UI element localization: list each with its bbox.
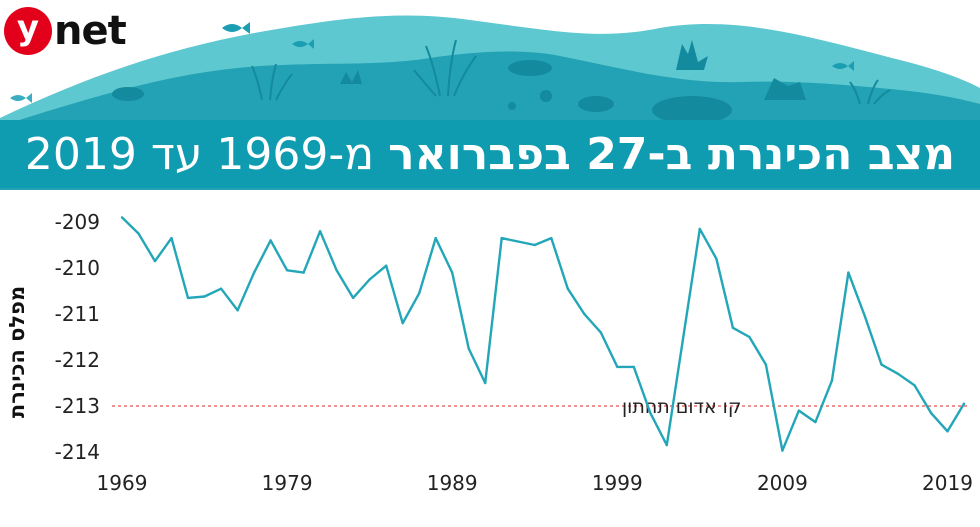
series-line (121, 216, 966, 452)
x-tick-label: 2009 (757, 471, 808, 495)
data-point (566, 287, 569, 290)
data-point (797, 409, 801, 412)
data-point (929, 411, 933, 415)
data-point (484, 381, 487, 385)
data-point (665, 443, 668, 447)
data-point (731, 326, 735, 329)
data-point (120, 216, 124, 219)
data-point (649, 411, 652, 415)
fish-icon (10, 22, 854, 103)
data-point (583, 312, 586, 316)
data-point (913, 384, 916, 387)
data-point (616, 365, 619, 369)
x-axis-ticks: 1969 1979 1989 1999 2009 2019 (97, 471, 973, 495)
data-point (946, 430, 949, 433)
data-point (748, 335, 751, 339)
y-tick-label: -213 (55, 394, 100, 418)
data-points (120, 216, 966, 452)
data-point (186, 296, 190, 300)
data-point (385, 264, 388, 267)
y-tick-label: -212 (55, 348, 100, 372)
data-point (550, 236, 553, 240)
data-point (368, 278, 371, 281)
data-point (599, 331, 602, 334)
chart-title-bold: מצב הכינרת ב-27 בפברואר (388, 128, 956, 180)
red-line-label: קו אדום תחתון (622, 396, 741, 418)
data-point (252, 271, 256, 274)
seaweed-icon (251, 39, 891, 105)
x-tick-label: 1989 (427, 471, 478, 495)
data-point (962, 402, 966, 405)
x-tick-label: 1979 (262, 471, 313, 495)
data-point (880, 363, 883, 366)
y-tick-label: -214 (55, 440, 100, 464)
y-tick-label: -209 (55, 210, 100, 234)
data-point (302, 271, 305, 274)
data-point (434, 236, 437, 240)
data-point (764, 363, 768, 366)
ynet-logo[interactable]: y net (4, 4, 127, 58)
logo-word: net (54, 8, 127, 54)
data-point (533, 243, 536, 247)
y-tick-label: -210 (55, 256, 100, 280)
logo-badge: y (4, 7, 52, 55)
data-point (467, 347, 470, 350)
data-point (698, 227, 701, 231)
y-axis-label: מפלס הכינרת (5, 286, 29, 418)
data-point (219, 287, 223, 290)
data-point (500, 236, 503, 240)
data-point (203, 295, 206, 298)
data-point (863, 315, 867, 318)
data-point (236, 309, 239, 312)
data-point (318, 230, 322, 233)
y-axis-ticks: -209 -210 -211 -212 -213 -214 (55, 210, 100, 464)
rock-icon (112, 40, 806, 124)
data-point (170, 236, 173, 240)
data-point (137, 232, 140, 235)
data-point (830, 379, 834, 382)
data-point (285, 269, 289, 272)
chart-title-light: מ-1969 עד 2019 (24, 128, 375, 180)
data-point (418, 292, 421, 295)
data-point (896, 372, 900, 375)
x-tick-label: 2019 (922, 471, 973, 495)
data-point (269, 239, 272, 242)
data-point (401, 322, 404, 325)
x-tick-label: 1999 (592, 471, 643, 495)
line-chart: מפלס הכינרת -209 -210 -211 -212 -213 -214 196… (5, 210, 973, 495)
data-point (847, 271, 850, 274)
x-tick-label: 1969 (97, 471, 148, 495)
data-point (153, 259, 157, 263)
data-point (814, 420, 817, 424)
data-point (335, 269, 338, 272)
data-point (781, 449, 784, 452)
data-point (351, 296, 355, 300)
data-point (451, 271, 454, 274)
y-tick-label: -211 (55, 302, 100, 326)
chart-title: מצב הכינרת ב-27 בפברואר מ-1969 עד 2019 (0, 120, 980, 188)
data-point (632, 365, 635, 369)
data-point (715, 257, 718, 260)
